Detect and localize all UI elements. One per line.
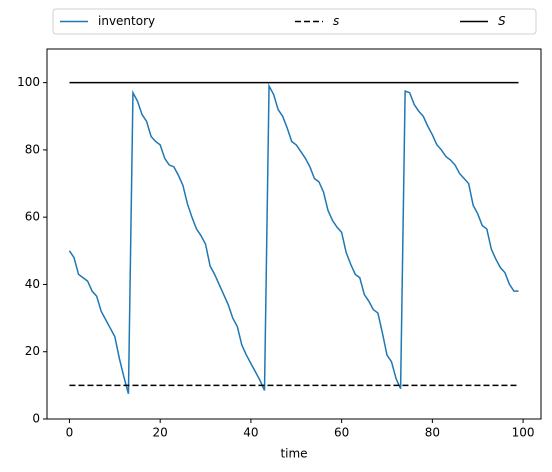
- x-tick-label: 60: [334, 426, 349, 440]
- y-tick-label: 0: [32, 412, 40, 426]
- series-line: [68, 83, 519, 394]
- x-tick-label: 0: [66, 426, 74, 440]
- legend-label: inventory: [98, 14, 155, 28]
- y-tick-label: 80: [25, 142, 40, 156]
- y-tick-label: 60: [25, 210, 40, 224]
- x-tick-label: 20: [153, 426, 168, 440]
- y-tick-label: 40: [25, 277, 40, 291]
- legend-box: [52, 8, 537, 35]
- y-tick-label: 20: [25, 344, 40, 358]
- x-tick-label: 40: [243, 426, 258, 440]
- x-tick-label: 80: [425, 426, 440, 440]
- y-tick-label: 100: [17, 75, 40, 89]
- legend-label: s: [333, 14, 339, 28]
- plot-frame: [46, 48, 542, 420]
- x-tick-label: 100: [512, 426, 535, 440]
- legend-label: S: [498, 14, 506, 28]
- x-axis-label: time: [280, 447, 307, 461]
